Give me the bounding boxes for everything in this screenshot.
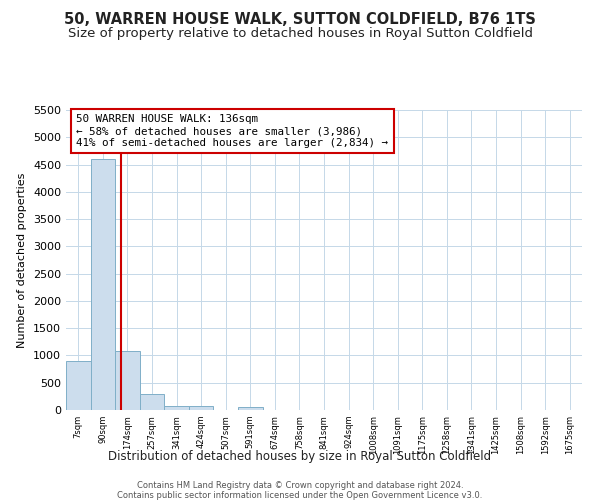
Bar — [238, 408, 263, 410]
Text: 50 WARREN HOUSE WALK: 136sqm
← 58% of detached houses are smaller (3,986)
41% of: 50 WARREN HOUSE WALK: 136sqm ← 58% of de… — [76, 114, 388, 148]
Text: Distribution of detached houses by size in Royal Sutton Coldfield: Distribution of detached houses by size … — [109, 450, 491, 463]
Text: Contains public sector information licensed under the Open Government Licence v3: Contains public sector information licen… — [118, 491, 482, 500]
Text: Contains HM Land Registry data © Crown copyright and database right 2024.: Contains HM Land Registry data © Crown c… — [137, 481, 463, 490]
Bar — [140, 394, 164, 410]
Bar — [91, 159, 115, 410]
Text: Size of property relative to detached houses in Royal Sutton Coldfield: Size of property relative to detached ho… — [67, 28, 533, 40]
Y-axis label: Number of detached properties: Number of detached properties — [17, 172, 28, 348]
Bar — [66, 361, 91, 410]
Bar — [164, 406, 189, 410]
Bar — [189, 406, 214, 410]
Bar — [115, 352, 140, 410]
Text: 50, WARREN HOUSE WALK, SUTTON COLDFIELD, B76 1TS: 50, WARREN HOUSE WALK, SUTTON COLDFIELD,… — [64, 12, 536, 28]
